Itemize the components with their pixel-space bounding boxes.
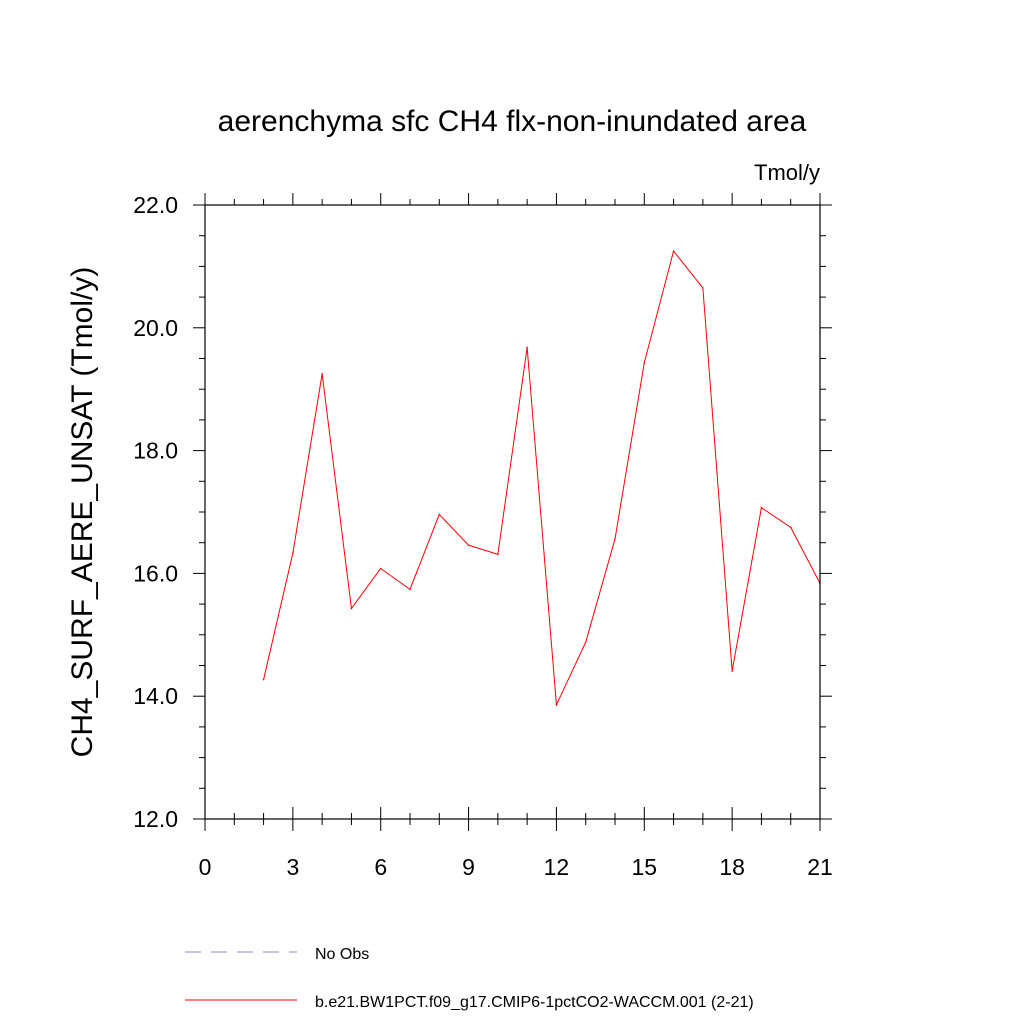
y-tick-label: 14.0 bbox=[133, 683, 178, 709]
data-point bbox=[643, 361, 646, 364]
data-point bbox=[409, 588, 411, 591]
data-point bbox=[350, 607, 353, 610]
data-point bbox=[731, 670, 733, 672]
y-tick-label: 12.0 bbox=[133, 806, 178, 832]
data-point bbox=[702, 287, 704, 289]
x-tick-label: 3 bbox=[286, 854, 299, 880]
data-point bbox=[789, 526, 792, 529]
y-tick-labels: 12.0 14.0 16.0 18.0 20.0 22.0 bbox=[133, 192, 178, 832]
data-point bbox=[379, 567, 382, 570]
x-tick-label: 6 bbox=[374, 854, 387, 880]
ticks-layer bbox=[193, 193, 832, 831]
x-tick-label: 0 bbox=[199, 854, 212, 880]
y-tick-label: 22.0 bbox=[133, 192, 178, 218]
plot-frame bbox=[204, 204, 821, 820]
legend: No Obs b.e21.BW1PCT.f09_g17.CMIP6-1pctCO… bbox=[185, 946, 754, 1011]
data-point bbox=[526, 346, 528, 349]
data-point bbox=[497, 553, 499, 556]
data-point bbox=[292, 552, 294, 554]
chart-title: aerenchyma sfc CH4 flx-non-inundated are… bbox=[218, 105, 807, 138]
y-tick-label: 16.0 bbox=[133, 560, 178, 586]
series-line-0 bbox=[263, 249, 821, 707]
data-point bbox=[760, 506, 763, 509]
data-point bbox=[555, 703, 558, 706]
series-layer bbox=[262, 249, 821, 707]
legend-label-no-obs: No Obs bbox=[315, 946, 369, 963]
x-tick-label: 18 bbox=[719, 854, 745, 880]
x-tick-labels: 0 3 6 9 12 15 18 21 bbox=[199, 854, 833, 880]
y-axis-label: CH4_SURF_AERE_UNSAT (Tmol/y) bbox=[66, 267, 99, 758]
data-point bbox=[584, 641, 587, 643]
legend-label-model-run: b.e21.BW1PCT.f09_g17.CMIP6-1pctCO2-WACCM… bbox=[315, 994, 754, 1011]
data-point bbox=[614, 538, 616, 540]
data-point bbox=[321, 373, 323, 375]
units-label: Tmol/y bbox=[754, 160, 820, 185]
y-tick-label: 20.0 bbox=[133, 315, 178, 341]
data-point bbox=[467, 544, 470, 546]
x-tick-label: 12 bbox=[544, 854, 570, 880]
x-tick-label: 15 bbox=[631, 854, 657, 880]
data-point bbox=[262, 678, 265, 681]
data-point bbox=[672, 250, 675, 252]
x-tick-label: 9 bbox=[462, 854, 475, 880]
y-tick-label: 18.0 bbox=[133, 438, 178, 464]
x-tick-label: 21 bbox=[807, 854, 833, 880]
data-point bbox=[438, 513, 441, 516]
